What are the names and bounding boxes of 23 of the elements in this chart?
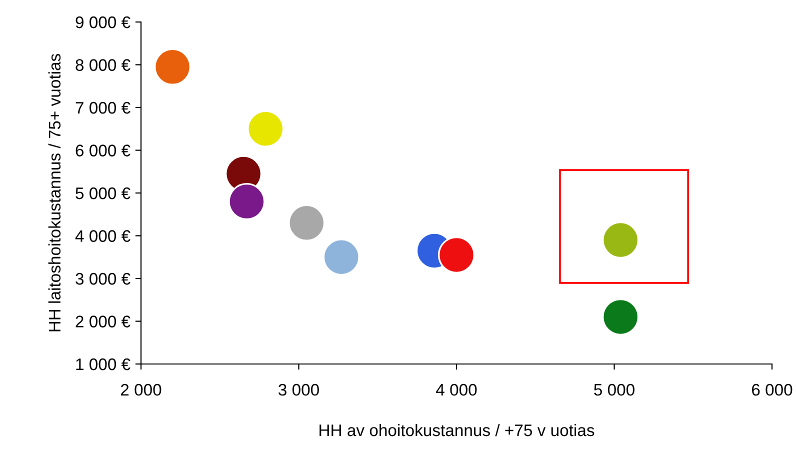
y-tick-label: 5 000 € [76,187,130,200]
y-tick-label: 1 000 € [76,358,130,370]
point [228,183,266,220]
x-axis-title: HH av ohoitokustannus / +75 v uotias [320,424,594,436]
y-tick-label: 9 000 € [76,16,130,28]
y-tick-label: 6 000 € [76,144,130,156]
point [154,48,192,86]
y-tick-label: 7 000 € [76,102,130,114]
y-axis-title: HH laitoshoitokustannus / 75+ vuotias [48,54,61,332]
x-tick-label: 6 000 [752,384,792,396]
x-tick-label: 3 000 [278,384,319,396]
y-tick-label: 8 000 € [76,59,130,71]
x-tick-label: 4 000 [436,384,477,396]
x-tick-label: 2 000 [120,384,162,396]
point [288,204,326,242]
point [322,238,360,276]
y-tick-label: 2 000 € [76,316,130,328]
x-tick-label: 5 000 [594,384,634,396]
point [602,298,640,336]
point [247,110,284,148]
point [438,236,476,274]
y-tick-label: 3 000 € [76,272,130,285]
y-tick-label: 4 000 € [75,230,130,242]
